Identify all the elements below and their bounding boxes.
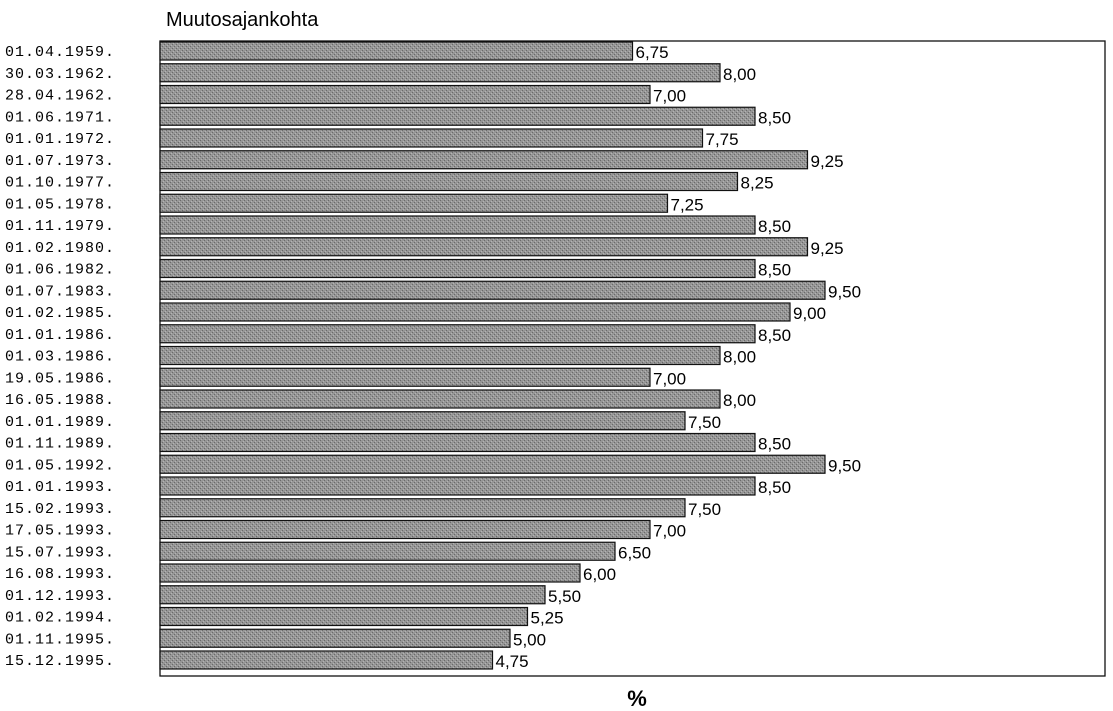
category-label-14: 01.03.1986. xyxy=(5,349,115,366)
value-label-1: 8,00 xyxy=(723,65,756,84)
bars-group: 01.04.1959. 6,75 30.03.1962. 8,00 28.04.1962… xyxy=(5,41,861,671)
category-label-4: 01.01.1972. xyxy=(5,131,115,148)
value-label-0: 6,75 xyxy=(636,43,669,62)
bar-18 xyxy=(159,432,756,453)
bar-28 xyxy=(159,650,494,670)
value-label-8: 8,50 xyxy=(758,217,791,236)
bar-27 xyxy=(159,628,511,648)
value-label-6: 8,25 xyxy=(741,174,774,193)
category-label-1: 30.03.1962. xyxy=(5,66,115,83)
category-label-22: 17.05.1993. xyxy=(5,523,115,540)
bar-15 xyxy=(159,367,651,387)
category-label-20: 01.01.1993. xyxy=(5,479,115,496)
bar-26 xyxy=(159,606,529,627)
value-label-18: 8,50 xyxy=(758,435,791,454)
category-label-23: 15.07.1993. xyxy=(5,544,115,561)
value-label-28: 4,75 xyxy=(496,652,529,671)
value-label-22: 7,00 xyxy=(653,522,686,541)
bar-0 xyxy=(159,41,634,61)
category-label-27: 01.11.1995. xyxy=(5,631,115,648)
category-label-18: 01.11.1989. xyxy=(5,436,115,453)
category-label-26: 01.02.1994. xyxy=(5,610,115,627)
value-label-13: 8,50 xyxy=(758,326,791,345)
value-label-20: 8,50 xyxy=(758,478,791,497)
value-label-17: 7,50 xyxy=(688,413,721,432)
category-label-24: 16.08.1993. xyxy=(5,566,115,583)
value-label-3: 8,50 xyxy=(758,108,791,127)
category-label-10: 01.06.1982. xyxy=(5,262,115,279)
value-label-15: 7,00 xyxy=(653,369,686,388)
category-label-5: 01.07.1973. xyxy=(5,153,115,170)
value-label-27: 5,00 xyxy=(513,630,546,649)
category-label-21: 15.02.1993. xyxy=(5,501,115,518)
bar-21 xyxy=(159,498,686,518)
category-label-13: 01.01.1986. xyxy=(5,327,115,344)
bar-17 xyxy=(159,411,686,431)
value-label-4: 7,75 xyxy=(706,130,739,149)
bar-9 xyxy=(159,237,809,257)
bar-6 xyxy=(159,171,739,192)
value-label-21: 7,50 xyxy=(688,500,721,519)
value-label-10: 8,50 xyxy=(758,261,791,280)
bar-13 xyxy=(159,324,756,344)
category-label-16: 16.05.1988. xyxy=(5,392,115,409)
category-label-28: 15.12.1995. xyxy=(5,653,115,670)
bar-7 xyxy=(159,193,669,213)
bar-16 xyxy=(159,389,721,409)
bar-22 xyxy=(159,519,651,540)
category-label-8: 01.11.1979. xyxy=(5,218,115,235)
value-label-9: 9,25 xyxy=(811,239,844,258)
value-label-5: 9,25 xyxy=(811,152,844,171)
value-label-24: 6,00 xyxy=(583,565,616,584)
category-label-17: 01.01.1989. xyxy=(5,414,115,431)
category-label-0: 01.04.1959. xyxy=(5,44,115,61)
value-label-11: 9,50 xyxy=(828,282,861,301)
bar-10 xyxy=(159,258,756,279)
category-label-7: 01.05.1978. xyxy=(5,196,115,213)
value-label-23: 6,50 xyxy=(618,543,651,562)
value-label-2: 7,00 xyxy=(653,87,686,106)
category-label-3: 01.06.1971. xyxy=(5,109,115,126)
value-label-26: 5,25 xyxy=(531,609,564,628)
bar-23 xyxy=(159,541,616,561)
value-label-19: 9,50 xyxy=(828,456,861,475)
category-label-2: 28.04.1962. xyxy=(5,88,115,105)
value-label-16: 8,00 xyxy=(723,391,756,410)
value-label-7: 7,25 xyxy=(671,195,704,214)
bar-11 xyxy=(159,280,826,300)
category-label-12: 01.02.1985. xyxy=(5,305,115,322)
bar-5 xyxy=(159,150,809,170)
category-label-9: 01.02.1980. xyxy=(5,240,115,257)
bar-4 xyxy=(159,128,704,148)
x-axis-label: % xyxy=(627,686,647,711)
bar-8 xyxy=(159,215,756,235)
category-label-15: 19.05.1986. xyxy=(5,370,115,387)
bar-3 xyxy=(159,106,756,126)
category-label-25: 01.12.1993. xyxy=(5,588,115,605)
category-label-6: 01.10.1977. xyxy=(5,175,115,192)
bar-2 xyxy=(159,84,651,105)
bar-1 xyxy=(159,63,721,83)
value-label-14: 8,00 xyxy=(723,348,756,367)
bar-14 xyxy=(159,345,721,366)
bar-12 xyxy=(159,302,791,322)
category-label-11: 01.07.1983. xyxy=(5,283,115,300)
value-label-25: 5,50 xyxy=(548,587,581,606)
value-label-12: 9,00 xyxy=(793,304,826,323)
category-label-19: 01.05.1992. xyxy=(5,457,115,474)
bar-24 xyxy=(159,563,581,583)
bar-20 xyxy=(159,476,756,496)
bar-19 xyxy=(159,454,826,474)
bar-25 xyxy=(159,585,546,605)
chart-title: Muutosajankohta xyxy=(166,9,319,31)
